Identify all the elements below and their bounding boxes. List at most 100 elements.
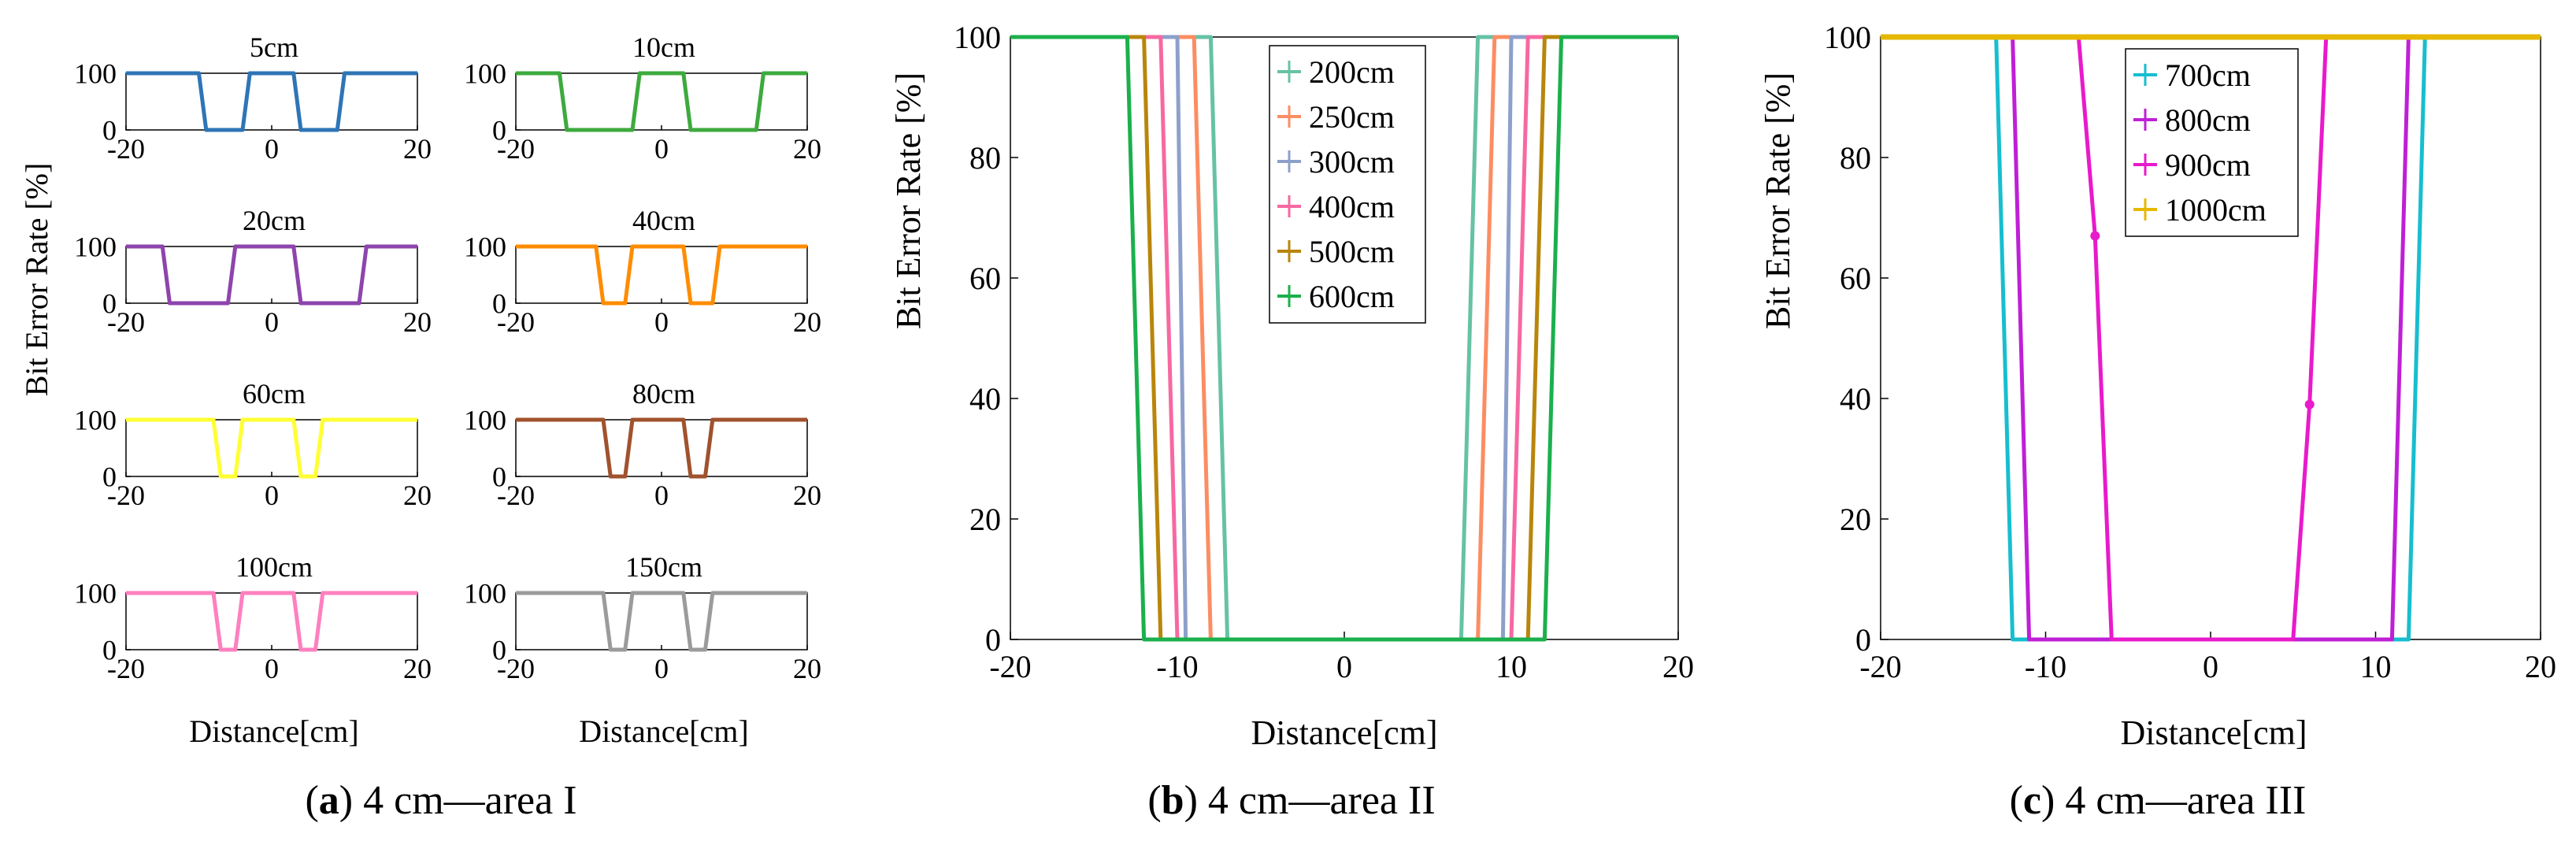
panel-b-xlabel: Distance[cm] bbox=[1251, 713, 1438, 752]
panel-c-caption: (c) 4 cm—area III bbox=[2010, 778, 2307, 823]
panel-a-caption-letter: a bbox=[319, 778, 339, 823]
subplot-a-8-ytick-label: 0 bbox=[492, 635, 506, 666]
subplot-a-6-xtick-label: 0 bbox=[654, 480, 669, 511]
subplot-a-2-xtick-label: 20 bbox=[793, 133, 821, 165]
panel-b-ytick-label: 80 bbox=[969, 140, 1001, 176]
panel-c-legend: 700cm 800cm 900cm 1000cm bbox=[2125, 48, 2299, 237]
panel-b: Bit Error Rate [%] -20 -10 0 10 20 0 20 40 60 80 1… bbox=[889, 20, 1694, 823]
subplot-a-3-xtick-label: 20 bbox=[403, 306, 432, 338]
panel-b-ytick-label: 20 bbox=[969, 502, 1001, 537]
subplot-a-4-title: 40cm bbox=[632, 205, 695, 236]
subplot-a-8-ytick-label: 100 bbox=[464, 578, 506, 610]
panel-b-xtick-label: 20 bbox=[1662, 649, 1694, 684]
panel-b-legend-label: 300cm bbox=[1309, 144, 1395, 180]
panel-c-ytick-label: 0 bbox=[1855, 622, 1871, 658]
subplot-a-2-ytick-label: 0 bbox=[492, 115, 506, 146]
panel-c-xtick-label: 10 bbox=[2360, 649, 2392, 684]
subplot-a-3-ytick-label: 0 bbox=[102, 288, 117, 320]
panel-c-ytick-label: 20 bbox=[1840, 502, 1871, 537]
subplot-a-2-line bbox=[516, 71, 807, 132]
subplot-a-1-title: 5cm bbox=[250, 32, 298, 63]
panel-c: Bit Error Rate [%] -20 -10 0 10 20 0 20 40 60 80 1… bbox=[1759, 20, 2556, 823]
panel-c-xlabel: Distance[cm] bbox=[2121, 713, 2307, 752]
panel-b-ytick-label: 40 bbox=[969, 381, 1001, 417]
panel-b-legend-label: 250cm bbox=[1309, 99, 1395, 135]
panel-c-ytick-label: 100 bbox=[1824, 20, 1871, 55]
panel-b-ylabel: Bit Error Rate [%] bbox=[889, 72, 928, 329]
subplot-a-7-axes-frame bbox=[125, 592, 418, 650]
subplot-a-5-title: 60cm bbox=[243, 378, 306, 410]
subplot-a-1-axes-frame bbox=[125, 72, 418, 131]
panel-c-plot: -20 -10 0 10 20 0 20 40 60 80 100 bbox=[1824, 20, 2556, 684]
subplot-a-8-title: 150cm bbox=[625, 551, 702, 583]
subplot-a-5-ytick-label: 0 bbox=[102, 461, 117, 493]
subplot-a-5-xtick-label: -20 bbox=[107, 480, 145, 511]
subplot-a-5-ytick-label: 100 bbox=[74, 405, 117, 436]
panel-b-plot: -20 -10 0 10 20 0 20 40 60 80 100 bbox=[954, 20, 1694, 684]
panel-b-ytick-label: 60 bbox=[969, 261, 1001, 296]
subplot-a-4-xtick-label: 20 bbox=[793, 306, 821, 338]
panel-b-legend-label: 400cm bbox=[1309, 189, 1395, 224]
subplot-a-3-title: 20cm bbox=[243, 205, 306, 236]
subplot-a-1-xtick-label: 20 bbox=[403, 133, 432, 165]
subplot-a-6-ytick-label: 0 bbox=[492, 461, 506, 493]
subplot-a-3-ytick-label: 100 bbox=[74, 232, 117, 263]
subplot-a-6-xtick-label: 20 bbox=[793, 480, 821, 511]
subplot-a-8-xtick-label: 20 bbox=[793, 653, 821, 684]
panel-b-legend-label: 600cm bbox=[1309, 279, 1395, 314]
subplot-a-4-ytick-label: 0 bbox=[492, 288, 506, 320]
panel-b-series-600cm bbox=[1010, 35, 1678, 642]
subplot-a-6-axes-frame bbox=[515, 419, 808, 477]
subplot-a-7-ytick-label: 0 bbox=[102, 635, 117, 666]
subplot-a-2-title: 10cm bbox=[632, 32, 695, 63]
panel-a-caption: (a) 4 cm—area I bbox=[305, 778, 576, 823]
panel-b-legend: 200cm 250cm 300cm 400cm 500cm 600cm bbox=[1269, 45, 1426, 324]
panel-c-900cm-marker bbox=[2090, 231, 2100, 241]
panel-c-900cm-marker bbox=[2304, 399, 2315, 410]
panel-b-caption-text: 4 cm—area II bbox=[1208, 778, 1436, 823]
panel-b-legend-label: 500cm bbox=[1309, 234, 1395, 269]
panel-c-caption-letter: c bbox=[2023, 778, 2041, 823]
subplot-a-4-xtick-label: 0 bbox=[654, 306, 669, 338]
panel-b-ytick-label: 100 bbox=[954, 20, 1001, 55]
panel-a-ylabel: Bit Error Rate [%] bbox=[19, 163, 54, 397]
subplot-a-8-xtick-label: 0 bbox=[654, 653, 669, 684]
subplot-a-7-xtick-label: 0 bbox=[265, 653, 279, 684]
subplot-a-7-title: 100cm bbox=[235, 551, 313, 583]
panel-c-legend-box bbox=[2125, 48, 2299, 237]
panel-b-xtick-label: -20 bbox=[989, 649, 1031, 684]
subplot-a-6-line bbox=[516, 417, 807, 479]
panel-b-caption: (b) 4 cm—area II bbox=[1147, 778, 1435, 823]
panel-c-ytick-label: 80 bbox=[1840, 140, 1871, 176]
subplot-a-1-ytick-label: 100 bbox=[74, 58, 117, 90]
panel-a-caption-text: 4 cm—area I bbox=[363, 778, 576, 823]
subplot-a-2-ytick-label: 100 bbox=[464, 58, 506, 90]
subplot-a-5-xtick-label: 0 bbox=[265, 480, 279, 511]
subplot-a-1-xtick-label: -20 bbox=[107, 133, 145, 165]
subplot-a-2-xtick-label: 0 bbox=[654, 133, 669, 165]
panel-c-legend-label: 700cm bbox=[2165, 57, 2251, 93]
subplot-a-8-axes-frame bbox=[515, 592, 808, 650]
subplot-a-8-line bbox=[516, 591, 807, 652]
subplot-a-7-ytick-label: 100 bbox=[74, 578, 117, 610]
subplot-a-8-xtick-label: -20 bbox=[497, 653, 535, 684]
panel-c-legend-label: 1000cm bbox=[2165, 192, 2267, 228]
subplot-a-5-xtick-label: 20 bbox=[403, 480, 432, 511]
subplot-a-3-xtick-label: -20 bbox=[107, 306, 145, 338]
subplot-a-7-xlabel: Distance[cm] bbox=[189, 713, 358, 749]
subplot-a-4-line bbox=[516, 244, 807, 306]
subplot-a-7-line bbox=[126, 591, 417, 652]
panel-c-legend-label: 900cm bbox=[2165, 147, 2251, 183]
